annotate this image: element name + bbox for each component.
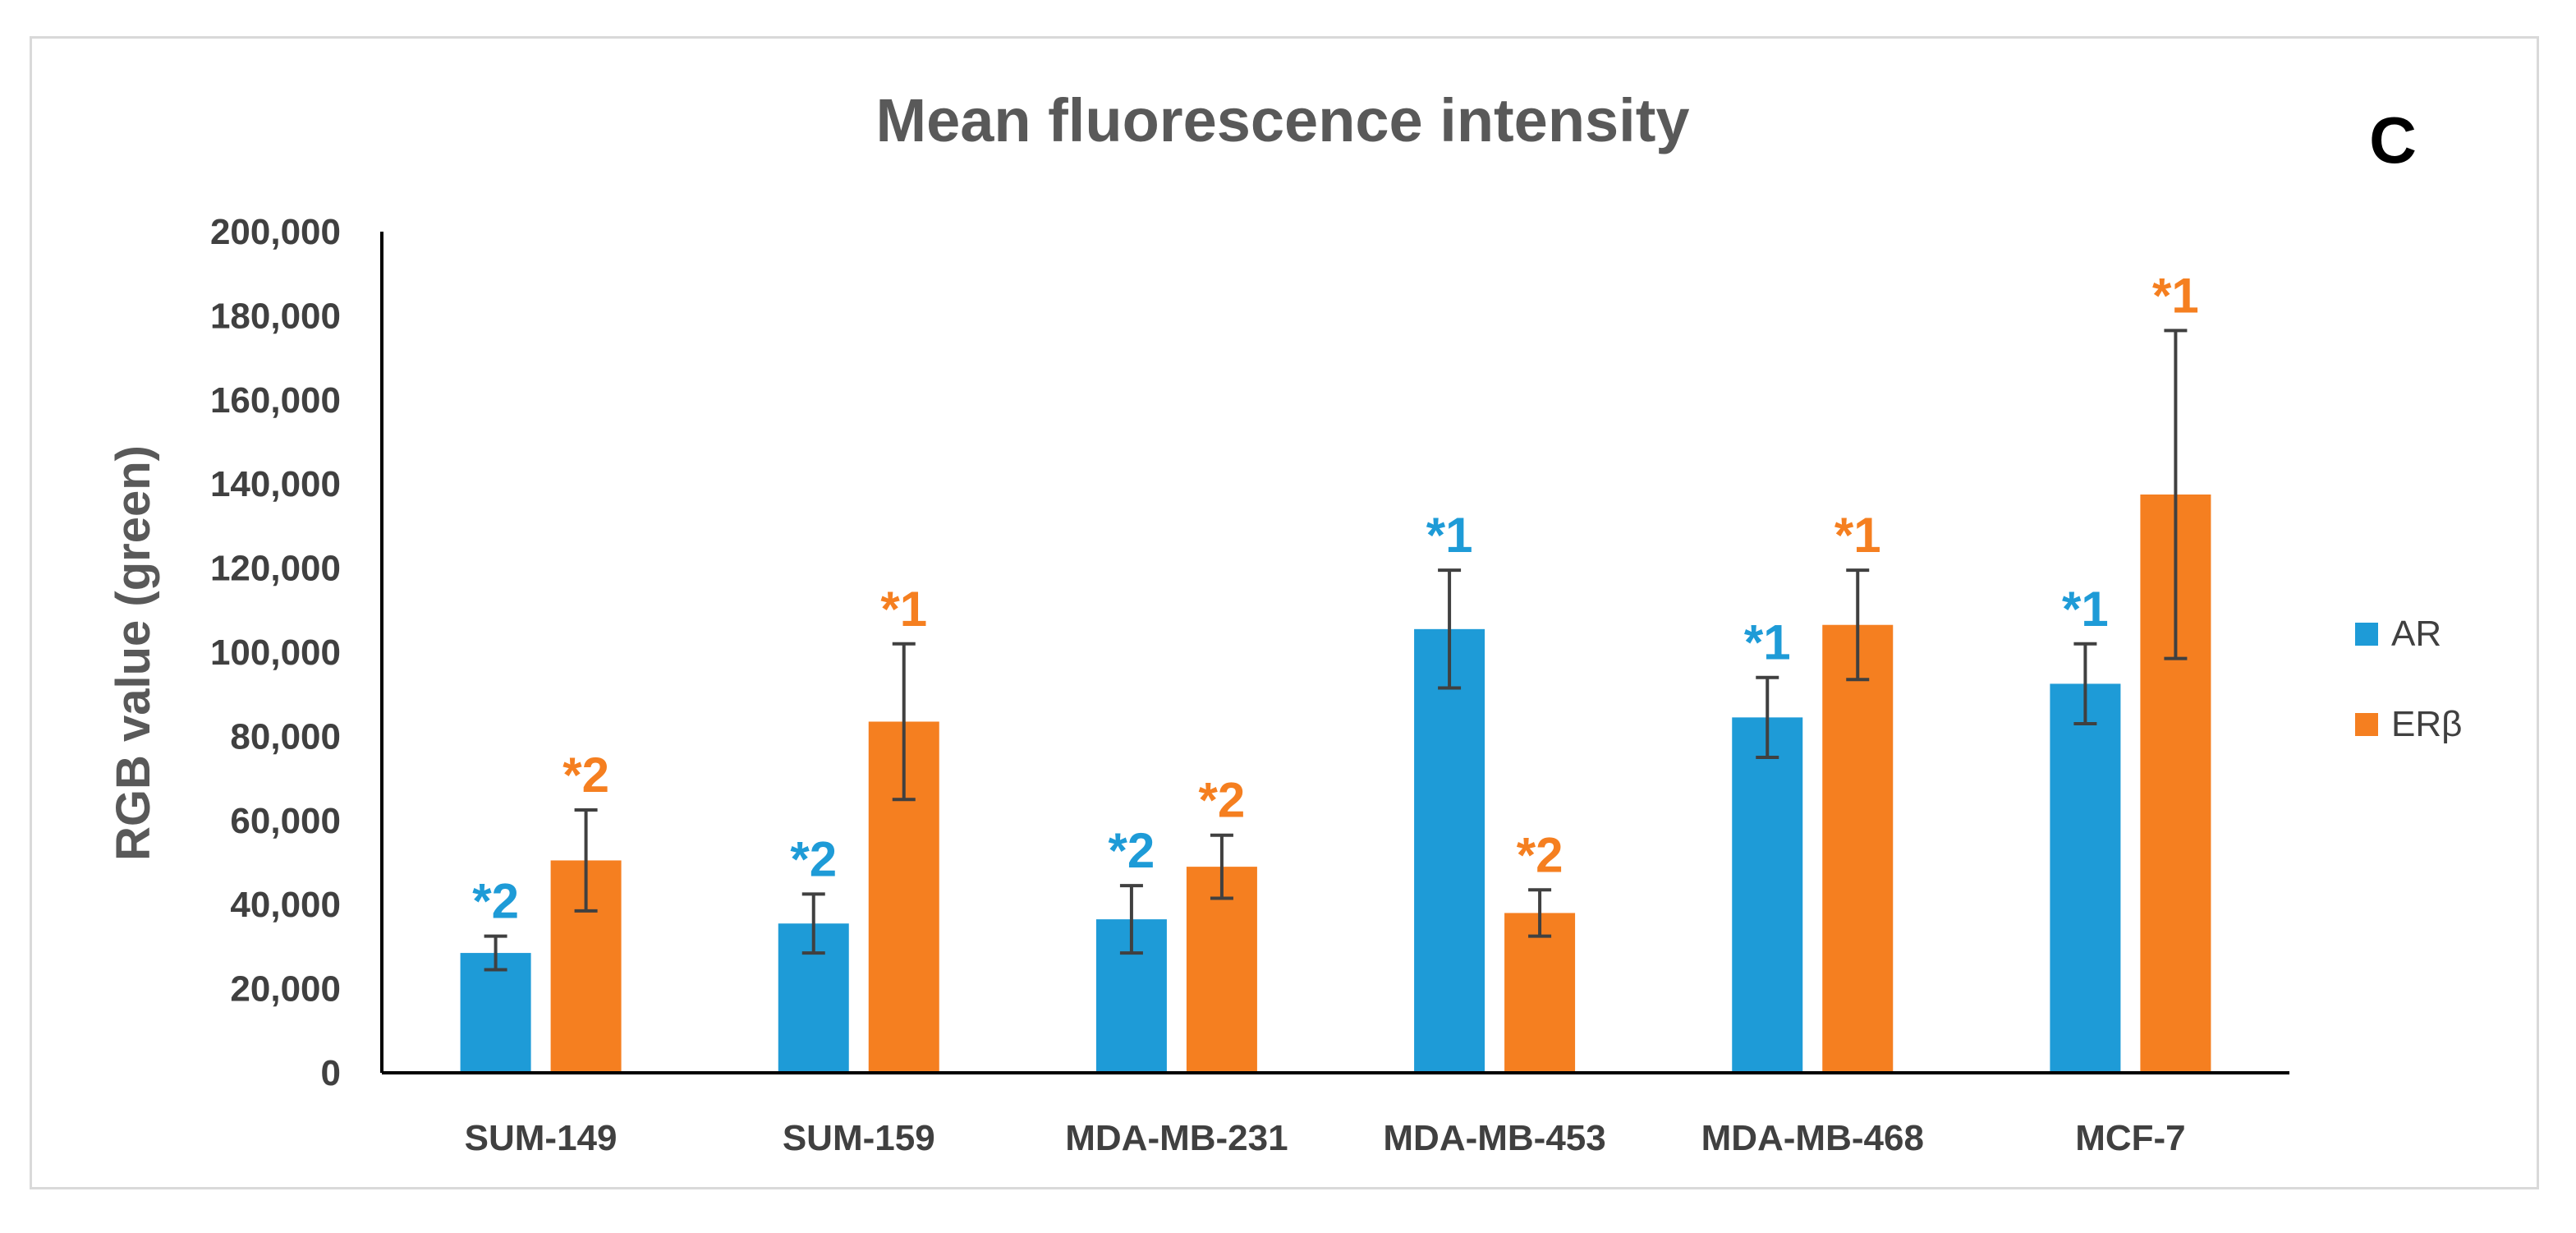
y-tick-label: 100,000 bbox=[210, 633, 341, 673]
y-tick-label: 120,000 bbox=[210, 549, 341, 589]
significance-label: *1 bbox=[2062, 582, 2109, 637]
y-tick-label: 40,000 bbox=[230, 885, 341, 925]
legend-label: AR bbox=[2391, 614, 2441, 654]
x-tick-label: SUM-149 bbox=[465, 1118, 618, 1158]
bar-er-4 bbox=[1822, 624, 1894, 1073]
bar-er-3 bbox=[1504, 913, 1576, 1073]
x-tick-label: SUM-159 bbox=[783, 1118, 935, 1158]
y-tick-label: 160,000 bbox=[210, 380, 341, 421]
error-bars bbox=[484, 329, 2188, 972]
chart-title: Mean fluorescence intensity bbox=[875, 86, 1689, 154]
significance-label: *1 bbox=[1744, 615, 1791, 670]
axes bbox=[380, 232, 2289, 1074]
chart-frame bbox=[30, 36, 2539, 1189]
significance-label: *2 bbox=[562, 748, 609, 803]
significance-label: *1 bbox=[1426, 508, 1473, 563]
bar-ar-4 bbox=[1732, 717, 1803, 1073]
x-axis-categories: SUM-149 SUM-159 MDA-MB-231 MDA-MB-453 MDA-MB… bbox=[465, 1118, 2186, 1158]
bars bbox=[460, 495, 2211, 1073]
legend-label: ERβ bbox=[2391, 704, 2462, 744]
y-tick-label: 0 bbox=[321, 1053, 341, 1093]
y-tick-label: 80,000 bbox=[230, 716, 341, 757]
significance-label: *1 bbox=[880, 582, 927, 637]
x-tick-label: MDA-MB-468 bbox=[1701, 1118, 1924, 1158]
y-tick-label: 180,000 bbox=[210, 296, 341, 336]
x-tick-label: MDA-MB-453 bbox=[1383, 1118, 1605, 1158]
significance-label: *2 bbox=[1109, 823, 1155, 878]
legend-swatch bbox=[2355, 713, 2378, 736]
x-tick-label: MCF-7 bbox=[2075, 1118, 2185, 1158]
y-axis-label: RGB value (green) bbox=[107, 445, 160, 861]
significance-label: *2 bbox=[1199, 773, 1246, 828]
significance-label: *2 bbox=[1517, 827, 1564, 882]
legend-swatch bbox=[2355, 623, 2378, 646]
bar-ar-0 bbox=[460, 953, 531, 1073]
significance-label: *2 bbox=[472, 874, 519, 929]
y-tick-label: 140,000 bbox=[210, 464, 341, 504]
bar-ar-3 bbox=[1414, 628, 1485, 1073]
significance-label: *1 bbox=[1834, 508, 1881, 563]
y-tick-label: 60,000 bbox=[230, 801, 341, 841]
bar-ar-5 bbox=[2050, 683, 2121, 1073]
x-tick-label: MDA-MB-231 bbox=[1065, 1118, 1288, 1158]
panel-label: C bbox=[2369, 104, 2417, 177]
significance-label: *2 bbox=[790, 831, 837, 886]
legend: AR ERβ bbox=[2355, 614, 2462, 744]
y-tick-label: 20,000 bbox=[230, 969, 341, 1010]
y-tick-label: 200,000 bbox=[210, 212, 341, 252]
y-axis-ticks: 0 20,000 40,000 60,000 80,000 100,000 120,000 1… bbox=[210, 212, 341, 1093]
significance-labels: *2 *2 *2 *1 *1 *1 *2 *1 *2 *2 *1 *1 bbox=[472, 268, 2199, 928]
bar-er-2 bbox=[1186, 867, 1257, 1073]
significance-label: *1 bbox=[2152, 268, 2199, 323]
